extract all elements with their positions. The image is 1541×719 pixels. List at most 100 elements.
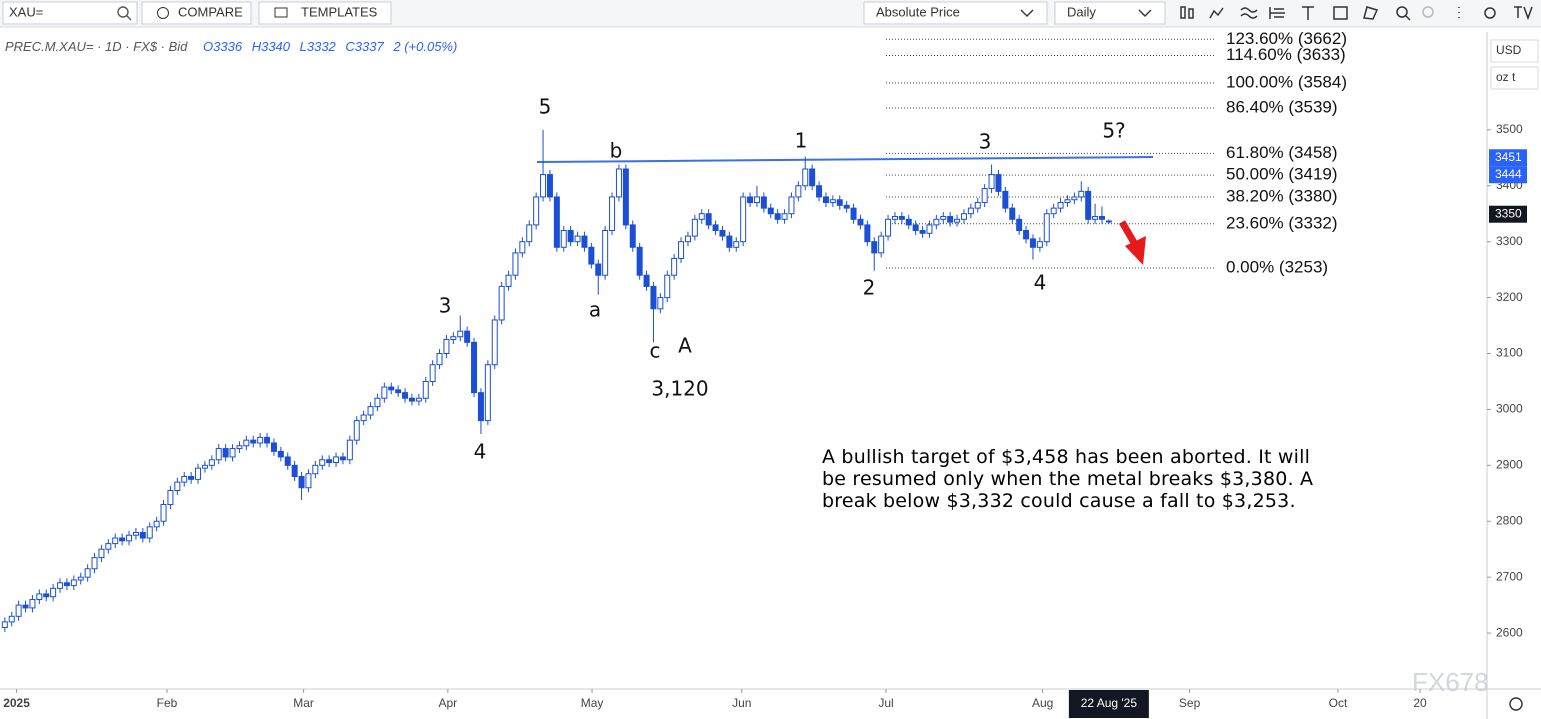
candle-body	[195, 467, 202, 480]
candle-body	[374, 397, 381, 408]
candle-body	[243, 439, 250, 447]
y-tick-label: 3300	[1496, 234, 1523, 248]
candle-body	[553, 196, 560, 248]
candle-body	[36, 593, 43, 601]
candle-body	[595, 263, 602, 276]
candle-body	[526, 224, 533, 243]
candle-body	[305, 473, 312, 489]
candle-body	[105, 543, 112, 550]
candle-body	[774, 213, 781, 220]
candle-body	[843, 204, 850, 209]
tool-icons[interactable]	[1180, 6, 1533, 21]
candle-body	[132, 531, 139, 536]
candle-body	[388, 386, 395, 391]
candle-body	[471, 341, 478, 394]
search-icon	[117, 6, 129, 18]
candle-body	[457, 330, 464, 338]
candle-body	[609, 196, 616, 231]
candle-body	[43, 593, 50, 598]
candle-body	[270, 442, 277, 452]
currency-label: USD	[1496, 43, 1522, 57]
candle-body	[933, 218, 940, 226]
search-text: XAU=	[9, 4, 43, 19]
candle-body	[1009, 207, 1016, 220]
compare-button[interactable]	[141, 1, 252, 25]
price-mode-select[interactable]	[863, 1, 1048, 25]
interval-select[interactable]	[1054, 1, 1166, 25]
candle-body	[1029, 238, 1036, 248]
candle-body	[367, 406, 374, 416]
y-tick-label: 3500	[1496, 122, 1523, 136]
candle-body	[1064, 199, 1071, 204]
candle-body	[781, 213, 788, 220]
candle-body	[505, 274, 512, 287]
candle-body	[705, 213, 712, 226]
price-badge-label: 3350	[1495, 206, 1522, 220]
candle-body	[339, 456, 346, 461]
unit-select[interactable]	[1490, 66, 1539, 90]
search-box[interactable]	[2, 1, 138, 25]
price-badge	[1489, 149, 1527, 167]
candle-body	[898, 216, 905, 220]
candle-body	[1050, 207, 1057, 215]
candle-body	[546, 174, 553, 198]
candle-body	[960, 213, 967, 220]
candle-body	[816, 185, 823, 198]
candle-body	[850, 207, 857, 220]
candle-body	[1023, 229, 1030, 240]
x-tick-label: Feb	[157, 696, 178, 710]
candle-body	[181, 476, 188, 483]
currency-select[interactable]	[1490, 39, 1539, 63]
y-tick-label: 3100	[1496, 346, 1523, 360]
candle-body	[650, 285, 657, 310]
settings-icon[interactable]	[1509, 697, 1523, 711]
candle-body	[167, 490, 174, 505]
plot-area	[1, 38, 1215, 632]
fib-level-label: 114.60% (3633)	[1226, 45, 1346, 64]
candle-body	[891, 216, 898, 220]
candle-body	[208, 459, 215, 466]
candle-body	[70, 579, 77, 587]
candle-body	[422, 380, 429, 399]
candle-body	[91, 557, 98, 570]
candle-body	[229, 448, 236, 458]
price-mode-label: Absolute Price	[876, 4, 960, 19]
candle-body	[1105, 220, 1112, 223]
templates-button[interactable]	[258, 1, 392, 25]
candle-body	[643, 274, 650, 287]
candle-body	[871, 241, 878, 254]
candle-body	[50, 587, 57, 598]
x-tick-label: May	[581, 696, 604, 710]
legend-low: L3332	[300, 39, 337, 54]
candle-body	[319, 459, 326, 466]
candle-body	[864, 224, 871, 243]
watermark: FX678	[1412, 667, 1489, 697]
candle-body	[726, 235, 733, 248]
candle-body	[954, 218, 961, 223]
candle-body	[567, 229, 574, 243]
candle-body	[1071, 196, 1078, 201]
x-tick-label: Aug	[1032, 696, 1053, 710]
candle-body	[753, 196, 760, 204]
candle-body	[8, 615, 15, 623]
crosshair-date-label: 22 Aug '25	[1081, 696, 1138, 710]
wave-label: 4	[1034, 271, 1047, 295]
legend-close: C3337	[345, 39, 384, 54]
candle-body	[160, 503, 167, 522]
candle-body	[450, 336, 457, 341]
compare-label: COMPARE	[178, 4, 243, 19]
candle-body	[222, 448, 229, 458]
candle-body	[112, 537, 119, 545]
y-tick-label: 2600	[1496, 625, 1523, 639]
candle-body	[622, 168, 629, 226]
wave-label: 3,120	[651, 377, 708, 401]
candle-body	[63, 582, 70, 587]
fib-level-label: 100.00% (3584)	[1226, 72, 1347, 91]
candle-body	[926, 224, 933, 234]
crosshair-date-badge	[1068, 690, 1149, 718]
legend: PREC.M.XAU= · 1D · FX$ · Bid O3336 H3340…	[5, 39, 457, 54]
candle-body	[1078, 190, 1085, 198]
candle-body	[678, 241, 685, 259]
wave-label: 1	[795, 129, 808, 153]
